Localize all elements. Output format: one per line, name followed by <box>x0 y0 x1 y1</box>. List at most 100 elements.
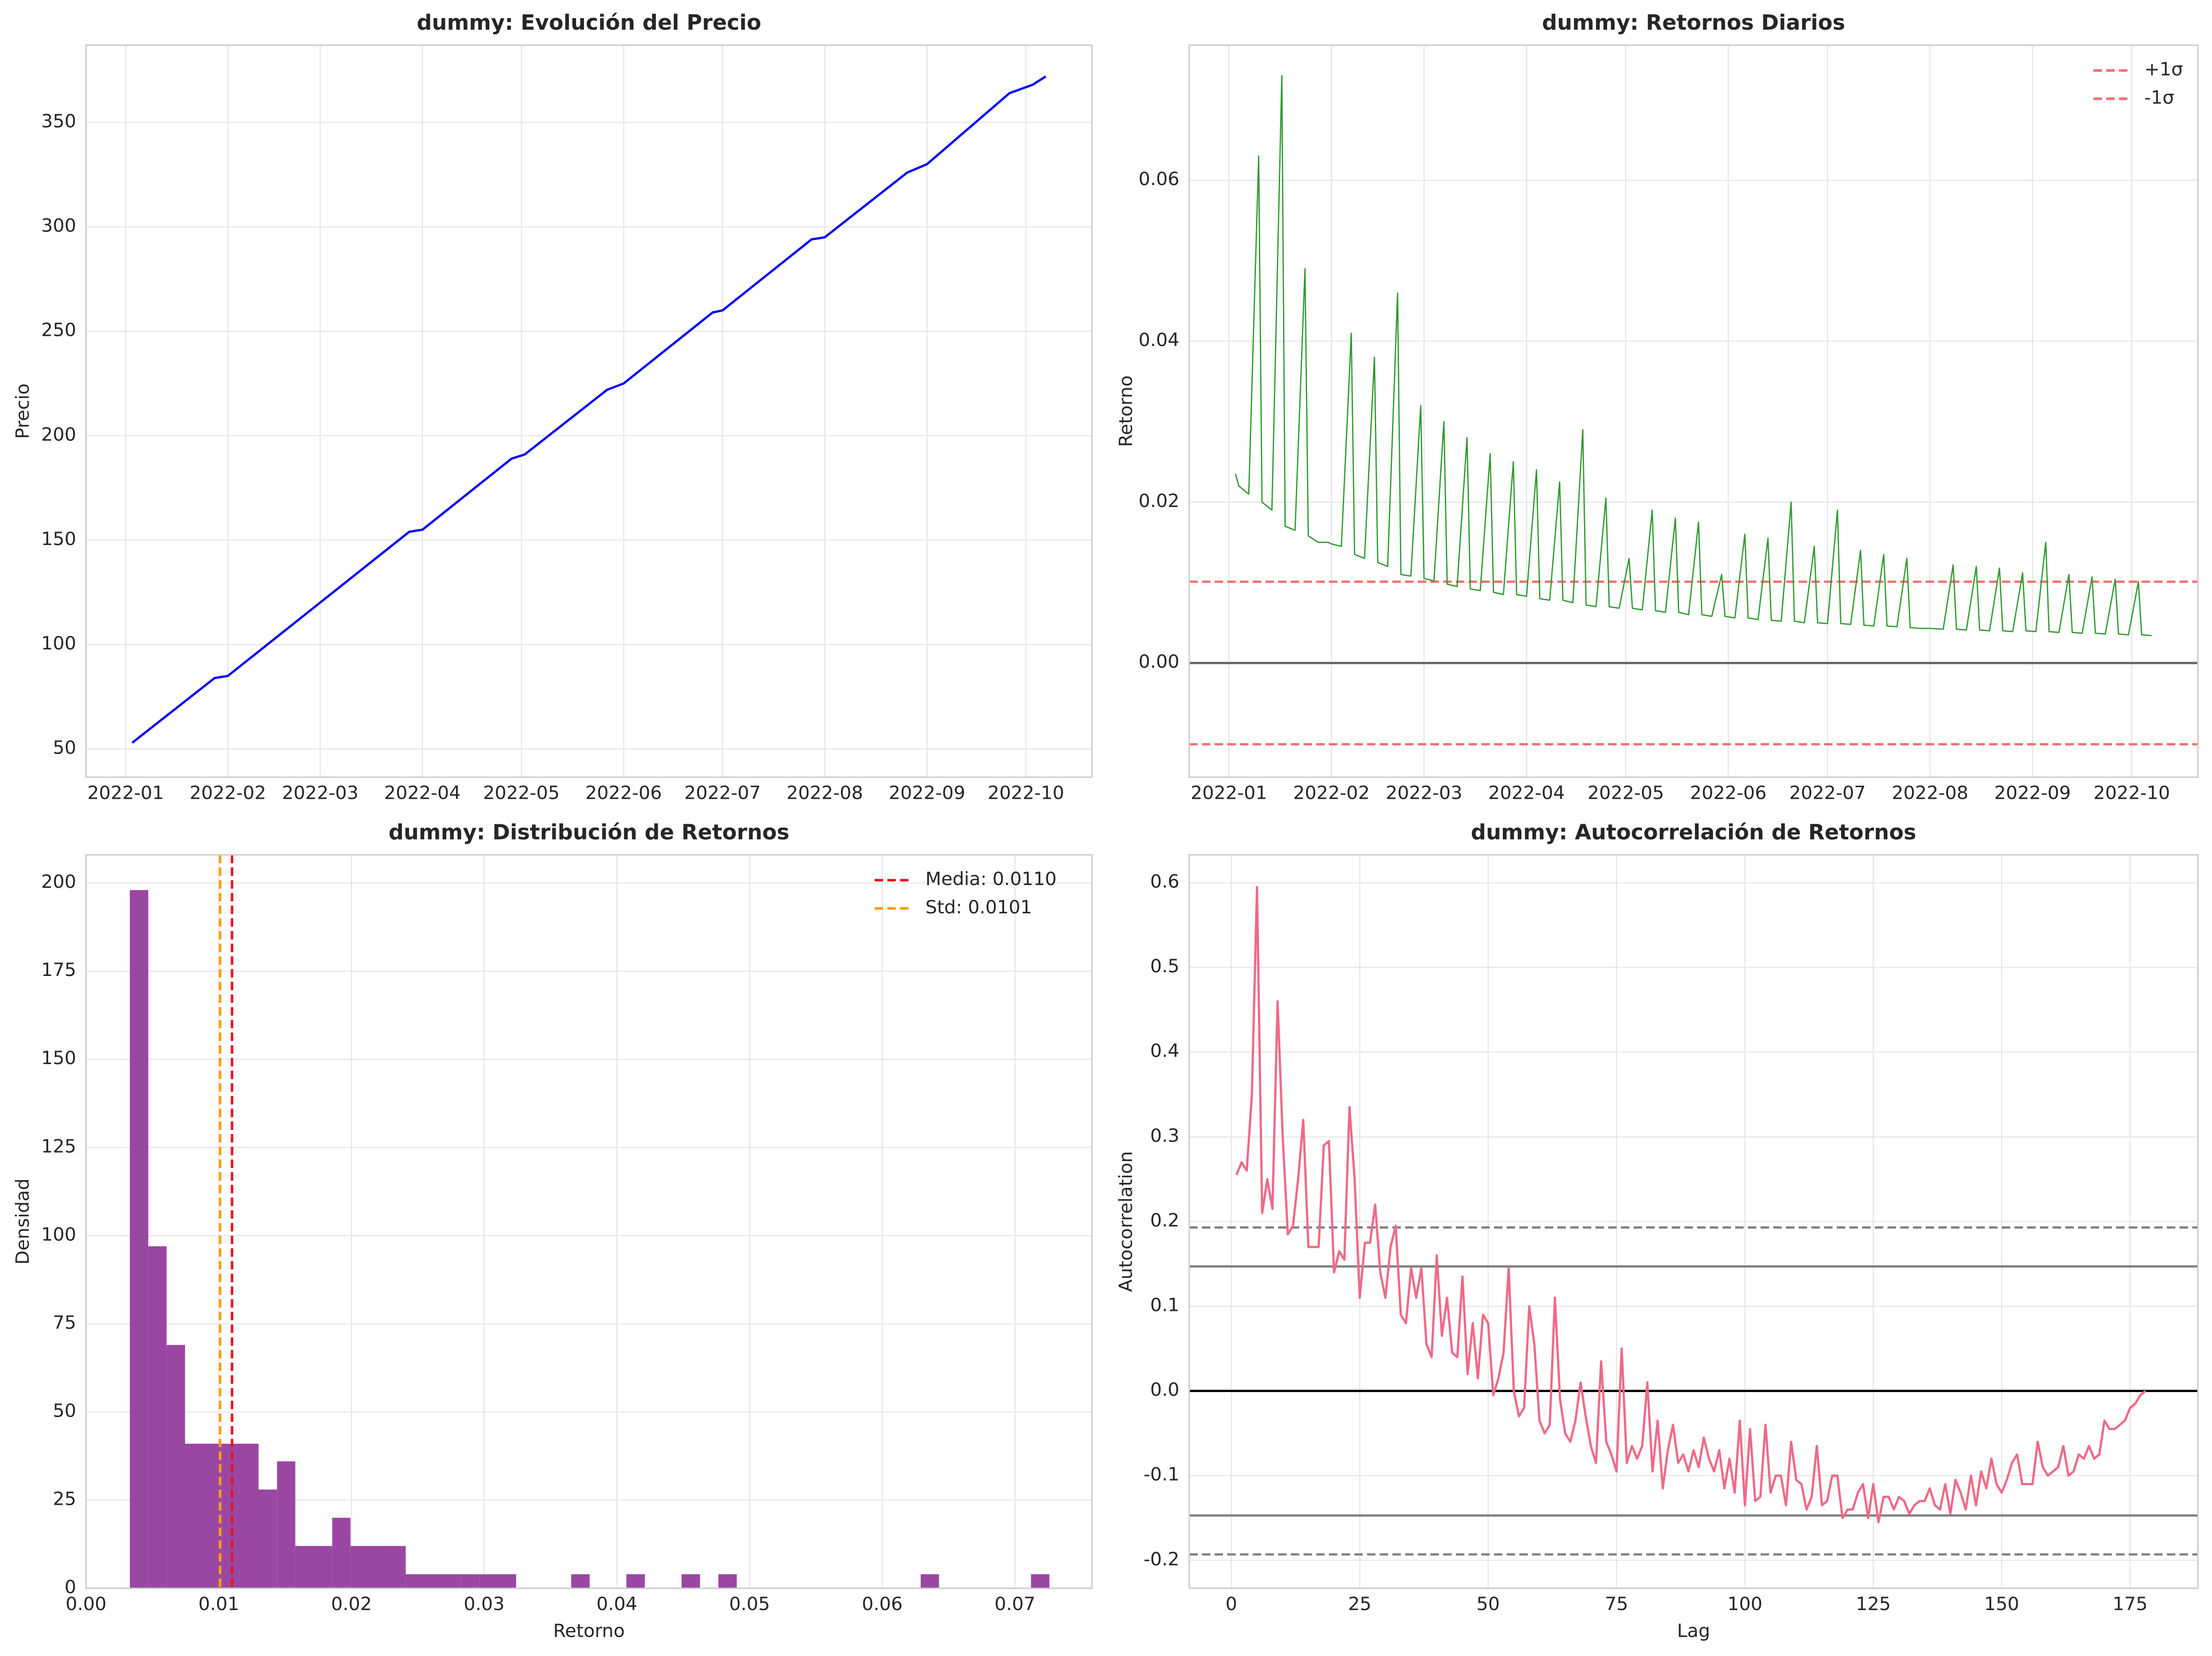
x-axis-label: Retorno <box>553 1620 625 1642</box>
x-tick-label: 2022-10 <box>987 783 1064 804</box>
y-tick-label: 150 <box>41 1047 76 1069</box>
chart-title: dummy: Evolución del Precio <box>417 10 761 35</box>
legend-label: Media: 0.0110 <box>925 868 1057 890</box>
histogram-bar <box>681 1574 700 1589</box>
y-tick-label: 300 <box>41 215 76 237</box>
y-tick-label: 25 <box>53 1488 76 1509</box>
x-tick-label: 0.00 <box>66 1593 107 1615</box>
data-line <box>1235 886 2147 1524</box>
x-tick-label: 2022-09 <box>889 783 965 804</box>
y-tick-label: 0.6 <box>1150 871 1180 892</box>
x-tick-label: 2022-06 <box>585 783 662 804</box>
x-tick-label: 0.04 <box>596 1593 637 1615</box>
y-tick-label: 75 <box>53 1312 76 1333</box>
legend-label: Std: 0.0101 <box>925 897 1032 918</box>
chart-title: dummy: Retornos Diarios <box>1542 10 1845 35</box>
y-tick-label: 350 <box>41 110 76 132</box>
y-tick-label: 200 <box>41 424 76 445</box>
x-tick-label: 0.06 <box>862 1593 903 1615</box>
x-tick-label: 2022-10 <box>2093 783 2170 804</box>
y-tick-label: 0.5 <box>1150 956 1180 977</box>
histogram-bar <box>167 1345 185 1589</box>
histogram-bar <box>295 1546 314 1589</box>
histogram-bar <box>461 1574 480 1589</box>
y-axis-label: Autocorrelation <box>1116 1151 1137 1292</box>
x-tick-label: 150 <box>1984 1593 2019 1615</box>
x-tick-label: 25 <box>1348 1593 1371 1615</box>
y-tick-label: 0.0 <box>1150 1379 1180 1400</box>
y-tick-label: 0.4 <box>1150 1040 1180 1062</box>
x-tick-label: 2022-01 <box>87 783 164 804</box>
x-tick-label: 2022-04 <box>384 783 461 804</box>
x-tick-label: 0.07 <box>994 1593 1035 1615</box>
x-tick-label: 2022-08 <box>787 783 863 804</box>
legend-label: -1σ <box>2144 87 2174 108</box>
x-tick-label: 0.05 <box>729 1593 770 1615</box>
y-tick-label: 50 <box>53 1400 76 1421</box>
plot-area <box>1189 45 2198 777</box>
chart-title: dummy: Autocorrelación de Retornos <box>1471 820 1916 845</box>
x-tick-label: 2022-03 <box>1386 783 1462 804</box>
x-axis-label: Lag <box>1677 1620 1710 1642</box>
x-tick-label: 2022-09 <box>1994 783 2071 804</box>
x-tick-label: 50 <box>1476 1593 1500 1615</box>
legend-label: +1σ <box>2144 59 2183 80</box>
histogram-bar <box>442 1574 461 1589</box>
y-tick-label: 0.02 <box>1139 490 1180 512</box>
x-tick-label: 0.03 <box>464 1593 505 1615</box>
x-tick-label: 2022-07 <box>1789 783 1866 804</box>
histogram-bar <box>129 890 148 1589</box>
y-tick-label: 0.1 <box>1150 1295 1180 1316</box>
y-axis-label: Retorno <box>1116 375 1137 447</box>
y-tick-label: 0.04 <box>1139 329 1180 351</box>
x-tick-label: 2022-01 <box>1191 783 1267 804</box>
plot-frame <box>1188 854 2199 1589</box>
histogram-bar <box>921 1574 939 1589</box>
data-line <box>1235 75 2152 636</box>
histogram-bar <box>350 1546 369 1589</box>
y-tick-label: 0.06 <box>1139 168 1180 190</box>
y-tick-label: 150 <box>41 528 76 550</box>
plot-frame <box>1188 44 2199 778</box>
x-tick-label: 100 <box>1727 1593 1762 1615</box>
y-tick-label: 125 <box>41 1136 76 1157</box>
histogram-bar <box>332 1517 351 1589</box>
y-tick-label: 0.2 <box>1150 1210 1180 1231</box>
x-tick-label: 2022-04 <box>1488 783 1565 804</box>
histogram-bar <box>626 1574 645 1589</box>
x-tick-label: 175 <box>2113 1593 2148 1615</box>
histogram-bar <box>148 1246 167 1589</box>
x-tick-label: 2022-07 <box>684 783 761 804</box>
histogram-bar <box>1031 1574 1050 1589</box>
histogram-bar <box>387 1546 406 1589</box>
histogram-bar <box>718 1574 737 1589</box>
y-tick-label: 0.3 <box>1150 1125 1180 1146</box>
y-tick-label: 100 <box>41 1224 76 1245</box>
x-tick-label: 2022-02 <box>190 783 266 804</box>
x-tick-label: 2022-03 <box>282 783 359 804</box>
y-axis-label: Precio <box>12 384 33 439</box>
x-tick-label: 0.02 <box>331 1593 372 1615</box>
plot-frame <box>85 854 1093 1589</box>
y-tick-label: 0 <box>64 1577 76 1598</box>
histogram-bar <box>405 1574 424 1589</box>
y-tick-label: 250 <box>41 320 76 341</box>
histogram-bar <box>258 1489 277 1589</box>
plot-frame <box>85 44 1093 778</box>
y-tick-label: 50 <box>53 737 76 758</box>
histogram-bar <box>185 1444 204 1589</box>
y-tick-label: 100 <box>41 633 76 654</box>
histogram-bar <box>240 1444 259 1589</box>
x-tick-label: 2022-06 <box>1690 783 1767 804</box>
histogram-bar <box>479 1574 498 1589</box>
y-axis-label: Densidad <box>12 1179 33 1265</box>
y-tick-label: 175 <box>41 959 76 981</box>
x-tick-label: 0 <box>1225 1593 1237 1615</box>
histogram-bar <box>369 1546 387 1589</box>
x-tick-label: 2022-02 <box>1293 783 1370 804</box>
x-tick-label: 2022-05 <box>1588 783 1664 804</box>
x-tick-label: 2022-08 <box>1891 783 1968 804</box>
x-tick-label: 125 <box>1856 1593 1891 1615</box>
histogram-bar <box>203 1444 222 1589</box>
